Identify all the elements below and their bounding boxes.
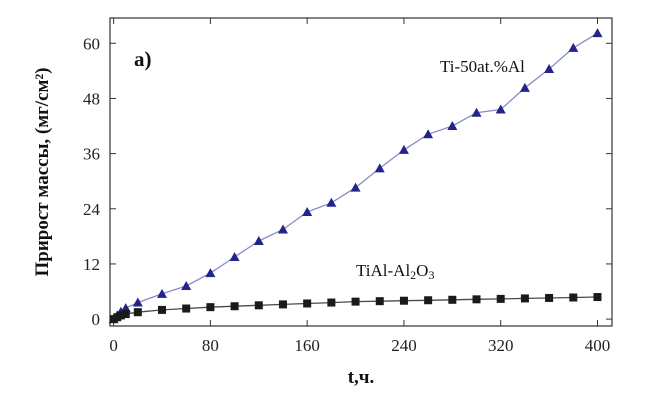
y-tick-label: 60 [83,34,100,53]
data-point-triangle [447,121,458,131]
x-tick-label: 80 [202,336,219,355]
x-tick-label: 160 [294,336,320,355]
x-axis-title: t,ч. [348,367,375,388]
plot-frame [109,17,613,327]
data-point-square [375,297,384,306]
data-point-triangle [120,303,131,313]
data-point-triangle [157,288,168,298]
x-tick-label: 240 [391,336,417,355]
series-label-tial-al2o3-sub1: 2 [410,268,416,282]
data-point-square [569,293,578,302]
data-point-square [230,302,239,311]
y-tick-label: 0 [92,310,101,329]
panel-label: a) [134,47,152,71]
data-point-triangle [568,42,579,52]
series-label-tial-al2o3-part2: O [416,261,428,280]
data-point-square [327,298,336,307]
data-point-square [133,308,142,317]
data-point-triangle [326,197,337,207]
series-layer [108,28,603,324]
data-point-triangle [495,104,506,114]
data-point-square [158,305,167,314]
y-tick-label: 36 [83,145,100,164]
x-tick-label: 400 [585,336,611,355]
y-tick-label: 24 [83,200,101,219]
data-point-square [520,294,529,303]
y-axis-ticks: 0 12 24 36 48 60 [83,34,612,329]
data-point-triangle [277,224,288,234]
data-point-square [182,304,191,313]
data-point-triangle [229,252,240,262]
data-point-square [278,300,287,309]
data-point-triangle [181,281,192,291]
data-point-square [121,310,130,319]
y-axis-title: Прирост массы, (мг/см²) [32,68,53,277]
data-point-triangle [350,182,361,192]
data-point-triangle [205,268,216,278]
data-point-triangle [374,163,385,173]
data-point-square [351,297,360,306]
data-point-square [472,295,481,304]
y-tick-label: 48 [83,89,100,108]
series-label-tial-al2o3: TiAl-Al2O3 [356,261,434,282]
data-point-triangle [423,129,434,139]
data-point-triangle [544,64,555,74]
data-point-square [116,311,125,320]
data-point-square [303,299,312,308]
series-label-tial-al2o3-sub2: 3 [428,268,434,282]
x-tick-label: 320 [488,336,514,355]
data-point-square [448,295,457,304]
data-point-square [496,294,505,303]
x-tick-label: 0 [109,336,118,355]
series-label-tial-al2o3-part1: TiAl-Al [356,261,410,280]
data-point-triangle [302,206,313,216]
data-point-square [399,296,408,305]
data-point-triangle [471,107,482,117]
data-point-square [206,303,215,312]
x-axis-ticks: 0 80 160 240 320 400 [109,18,610,355]
y-tick-label: 12 [83,255,100,274]
data-point-triangle [132,297,143,307]
data-point-triangle [398,144,409,154]
data-point-triangle [253,235,264,245]
data-point-square [254,301,263,310]
data-point-triangle [592,28,603,38]
data-point-square [424,296,433,305]
data-point-square [545,293,554,302]
data-point-square [593,293,602,302]
data-point-triangle [519,82,530,92]
series-label-ti50al: Ti-50at.%Al [440,57,525,76]
